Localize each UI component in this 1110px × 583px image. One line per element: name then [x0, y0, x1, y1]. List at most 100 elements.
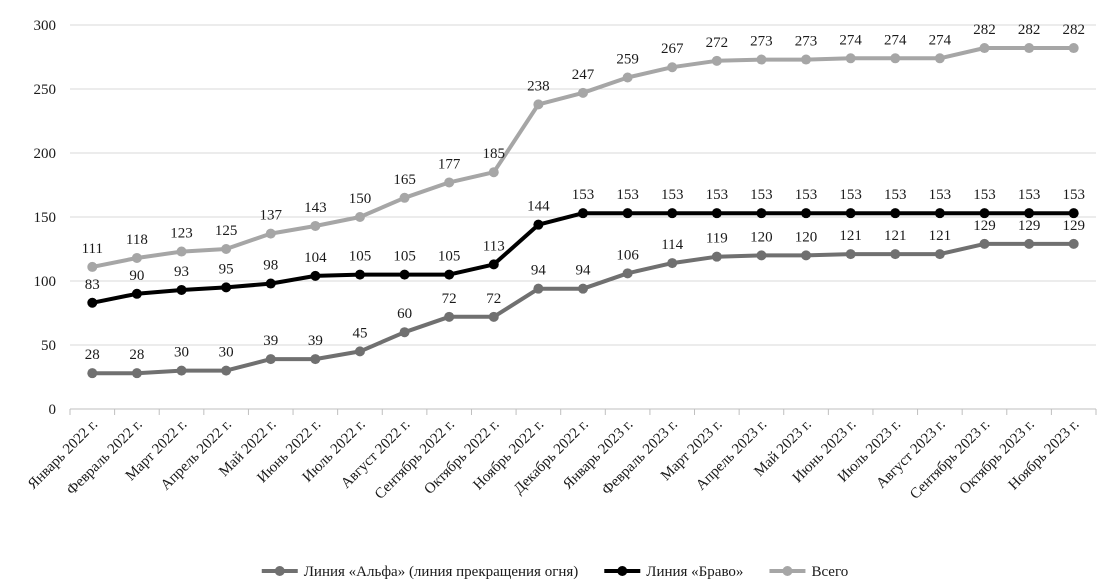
data-label: 83 — [85, 277, 100, 293]
data-point — [131, 252, 142, 263]
legend-marker — [617, 566, 628, 576]
data-point — [756, 208, 767, 219]
data-label: 125 — [215, 223, 238, 239]
data-label: 153 — [839, 187, 862, 203]
data-label: 113 — [483, 238, 505, 254]
data-label: 28 — [85, 347, 100, 363]
data-label: 114 — [661, 237, 683, 253]
data-point — [845, 249, 856, 260]
data-label: 129 — [1062, 218, 1085, 234]
data-label: 153 — [1018, 187, 1041, 203]
data-label: 120 — [795, 229, 818, 245]
data-point — [488, 167, 499, 178]
data-label: 177 — [438, 156, 461, 172]
data-label: 153 — [929, 187, 952, 203]
data-point — [176, 365, 187, 376]
data-label: 94 — [531, 263, 547, 279]
y-tick-label: 150 — [34, 210, 57, 226]
data-label: 129 — [973, 218, 996, 234]
data-label: 153 — [706, 187, 729, 203]
data-point — [399, 327, 410, 338]
data-label: 118 — [126, 232, 148, 248]
y-tick-label: 0 — [49, 402, 57, 418]
data-point — [801, 208, 812, 219]
data-point — [221, 282, 232, 293]
data-label: 104 — [304, 250, 327, 266]
data-label: 153 — [1062, 187, 1085, 203]
y-tick-label: 250 — [34, 82, 57, 98]
data-point — [667, 208, 678, 219]
data-label: 60 — [397, 306, 412, 322]
data-label: 105 — [438, 249, 461, 265]
data-label: 137 — [259, 208, 282, 224]
data-point — [711, 208, 722, 219]
data-point — [934, 208, 945, 219]
data-label: 111 — [82, 241, 103, 257]
data-point — [711, 251, 722, 262]
y-tick-label: 50 — [41, 338, 56, 354]
data-point — [354, 269, 365, 280]
data-label: 273 — [750, 34, 773, 50]
data-label: 143 — [304, 200, 327, 216]
data-point — [756, 250, 767, 261]
data-label: 120 — [750, 229, 773, 245]
data-point — [578, 283, 588, 294]
data-label: 72 — [442, 291, 457, 307]
data-point — [1024, 238, 1035, 249]
legend-marker — [782, 566, 793, 576]
data-point — [444, 269, 455, 280]
data-point — [488, 311, 499, 322]
series-lines — [87, 43, 1079, 379]
legend-label: Всего — [811, 564, 848, 580]
data-label: 119 — [706, 231, 728, 247]
data-label: 153 — [973, 187, 996, 203]
data-label: 106 — [616, 247, 639, 263]
data-label: 105 — [393, 249, 416, 265]
data-label: 153 — [884, 187, 907, 203]
data-label: 165 — [393, 172, 416, 188]
data-point — [845, 208, 856, 219]
data-label: 282 — [973, 22, 996, 38]
x-tick-label: Февраль 2023 г. — [599, 417, 681, 499]
data-label: 30 — [174, 345, 189, 361]
data-point — [801, 250, 812, 261]
data-point — [399, 269, 410, 280]
data-label: 153 — [750, 187, 773, 203]
data-point — [845, 53, 856, 64]
data-point — [221, 365, 232, 376]
data-point — [176, 246, 187, 257]
data-label: 129 — [1018, 218, 1041, 234]
legend-marker — [274, 566, 285, 576]
data-label: 94 — [576, 263, 592, 279]
data-point — [176, 284, 187, 295]
data-label: 153 — [795, 187, 818, 203]
data-label: 282 — [1062, 22, 1085, 38]
data-label: 93 — [174, 264, 189, 280]
legend: Линия «Альфа» (линия прекращения огня) Ли… — [261, 564, 848, 580]
x-tick-label: Февраль 2022 г. — [64, 417, 146, 499]
data-point — [87, 261, 98, 272]
data-point — [578, 87, 588, 98]
data-label: 39 — [308, 333, 323, 349]
data-point — [265, 354, 276, 365]
data-point — [533, 99, 544, 110]
data-point — [1068, 208, 1079, 219]
data-point — [801, 54, 812, 65]
y-tick-label: 200 — [34, 146, 57, 162]
data-point — [756, 54, 767, 65]
data-point — [979, 208, 990, 219]
data-point — [622, 208, 633, 219]
data-point — [399, 192, 410, 203]
data-label: 30 — [219, 345, 234, 361]
data-point — [265, 228, 276, 239]
data-label: 90 — [129, 268, 144, 284]
data-label: 123 — [170, 226, 193, 242]
data-label: 150 — [349, 191, 372, 207]
data-point — [310, 354, 321, 365]
data-point — [934, 53, 945, 64]
data-label: 274 — [929, 32, 952, 48]
data-label: 272 — [706, 35, 729, 51]
data-point — [667, 62, 678, 73]
data-point — [578, 208, 588, 219]
